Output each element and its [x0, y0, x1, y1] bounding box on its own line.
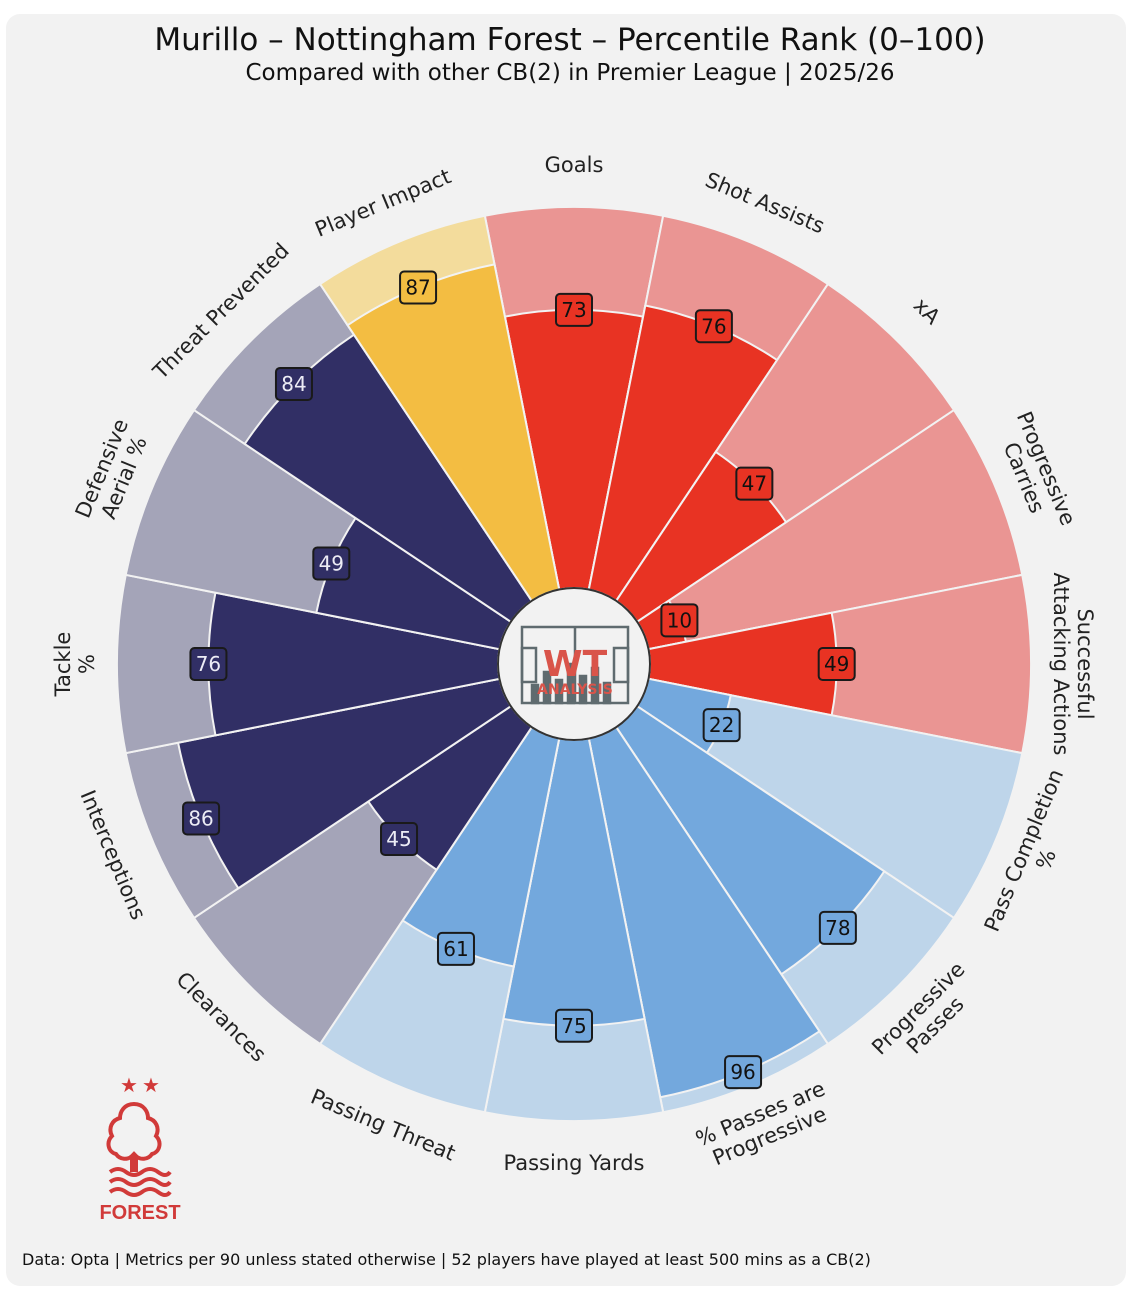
value-label-clearances: 45	[380, 821, 419, 856]
value-box	[694, 309, 733, 344]
value-label-passing-yards: 75	[555, 1008, 593, 1043]
crest-text: FOREST	[99, 1202, 180, 1224]
value-text: 87	[405, 276, 430, 300]
category-label-shot-assists: Shot Assists	[702, 168, 828, 239]
value-label-passes-are-progressive: 96	[724, 1055, 763, 1090]
value-text: 22	[709, 713, 734, 737]
value-labels: 73 76 47 10 49 22 78 96 75 61 45 86 76 49 84 87	[182, 270, 857, 1090]
value-box	[399, 270, 438, 305]
value-text: 49	[824, 652, 849, 676]
value-label-defensive-aerial: 49	[312, 546, 351, 581]
value-text: 75	[561, 1014, 586, 1038]
value-label-passing-threat: 61	[436, 931, 475, 966]
value-text: 76	[701, 314, 726, 338]
logo-wt-text: WT	[543, 644, 608, 685]
value-text: 76	[196, 652, 221, 676]
category-label-passing-yards: Passing Yards	[504, 1151, 645, 1175]
value-text: 49	[319, 551, 344, 575]
value-label-threat-prevented: 84	[274, 366, 313, 401]
tree-icon	[106, 1101, 162, 1172]
value-box	[555, 1008, 593, 1043]
value-label-tackle: 76	[189, 647, 228, 681]
value-box	[312, 546, 351, 581]
value-text: 10	[667, 608, 692, 632]
category-label-tackle: Tackle%	[51, 632, 99, 698]
value-text: 73	[561, 298, 586, 322]
river-icon	[108, 1167, 172, 1197]
pitch-icon	[520, 625, 630, 705]
value-text: 78	[825, 916, 850, 940]
value-text: 84	[281, 372, 306, 396]
value-box	[274, 366, 313, 401]
category-label-goals: Goals	[545, 153, 604, 177]
value-box	[702, 708, 741, 743]
value-box	[182, 801, 221, 836]
chart-subtitle: Compared with other CB(2) in Premier Lea…	[245, 60, 895, 86]
logo-analysis-text: ANALYSIS	[537, 682, 613, 698]
chart-title: Murillo – Nottingham Forest – Percentile…	[154, 22, 986, 58]
value-box	[818, 910, 857, 945]
value-label-player-impact: 87	[399, 270, 438, 305]
category-label-successful-attacking-actions: SuccessfulAttacking Actions	[1049, 573, 1097, 756]
value-box	[660, 603, 699, 638]
value-text: 47	[742, 472, 767, 496]
value-text: 61	[443, 937, 468, 961]
value-box	[189, 647, 228, 681]
value-label-successful-attacking-actions: 49	[817, 647, 856, 681]
value-box	[817, 647, 856, 681]
club-crest-logo: ★ ★ FOREST	[99, 1073, 180, 1224]
value-box	[436, 931, 475, 966]
value-label-shot-assists: 76	[694, 309, 733, 344]
value-label-xa: 47	[735, 466, 774, 501]
value-text: 86	[188, 806, 213, 830]
value-label-progressive-passes: 78	[818, 910, 857, 945]
value-box	[555, 292, 593, 327]
value-box	[735, 466, 774, 501]
value-label-progressive-carries: 10	[660, 603, 699, 638]
center-logo: WT ANALYSIS	[497, 587, 651, 741]
star-icon: ★	[142, 1073, 160, 1097]
footer-note: Data: Opta | Metrics per 90 unless state…	[22, 1250, 871, 1269]
star-icon: ★	[120, 1073, 138, 1097]
value-label-pass-completion: 22	[702, 708, 741, 743]
value-text: 96	[730, 1060, 755, 1084]
value-text: 45	[386, 827, 411, 851]
value-label-goals: 73	[555, 292, 593, 327]
value-box	[724, 1055, 763, 1090]
value-label-interceptions: 86	[182, 801, 221, 836]
value-box	[380, 821, 419, 856]
category-label-xa: xA	[909, 293, 945, 329]
